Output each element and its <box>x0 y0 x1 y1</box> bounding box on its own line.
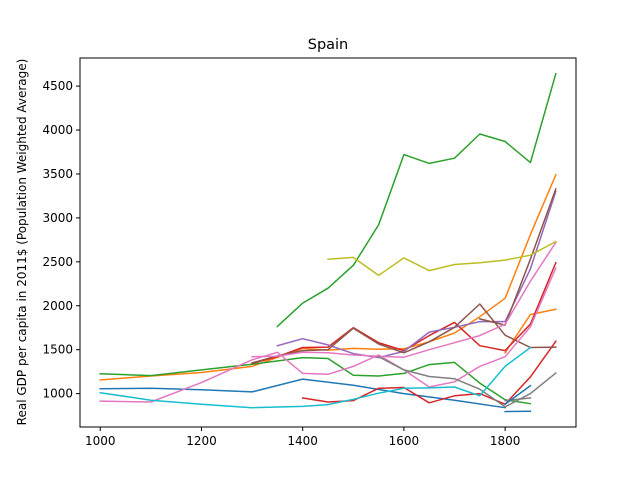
series-layer <box>99 72 557 413</box>
series-line-13 <box>251 241 557 358</box>
y-tick-label: 2500 <box>42 255 73 269</box>
series-line-1 <box>99 378 506 409</box>
series-line-15 <box>504 397 532 402</box>
x-tick-label: 1800 <box>490 434 521 448</box>
series-line-3 <box>99 173 557 381</box>
y-tick-label: 4500 <box>42 79 73 93</box>
y-tick-label: 3000 <box>42 211 73 225</box>
y-tick-label: 1500 <box>42 343 73 357</box>
series-line-10 <box>251 303 557 364</box>
series-line-16 <box>327 240 557 277</box>
series-line-5 <box>99 356 532 405</box>
x-tick-label: 1600 <box>389 434 420 448</box>
chart-title: Spain <box>308 37 349 53</box>
y-tick-label: 1000 <box>42 387 73 401</box>
y-tick-label: 3500 <box>42 167 73 181</box>
plot-frame <box>79 57 577 428</box>
series-line-14 <box>377 355 557 408</box>
y-tick-label: 2000 <box>42 299 73 313</box>
series-line-17 <box>99 346 532 409</box>
x-tick-label: 1000 <box>85 434 116 448</box>
x-tick-label: 1400 <box>287 434 318 448</box>
series-line-6 <box>276 72 557 328</box>
series-line-11 <box>478 187 557 326</box>
series-line-12 <box>99 267 557 403</box>
axes-layer: 1000 1200 1400 1600 1800 1000 1500 2000 2500 3000… <box>42 57 577 448</box>
series-line-18 <box>504 384 532 406</box>
y-axis-label: Real GDP per capita in 2011$ (Population… <box>15 59 29 426</box>
y-tick-label: 4000 <box>42 123 73 137</box>
x-tick-label: 1200 <box>186 434 217 448</box>
